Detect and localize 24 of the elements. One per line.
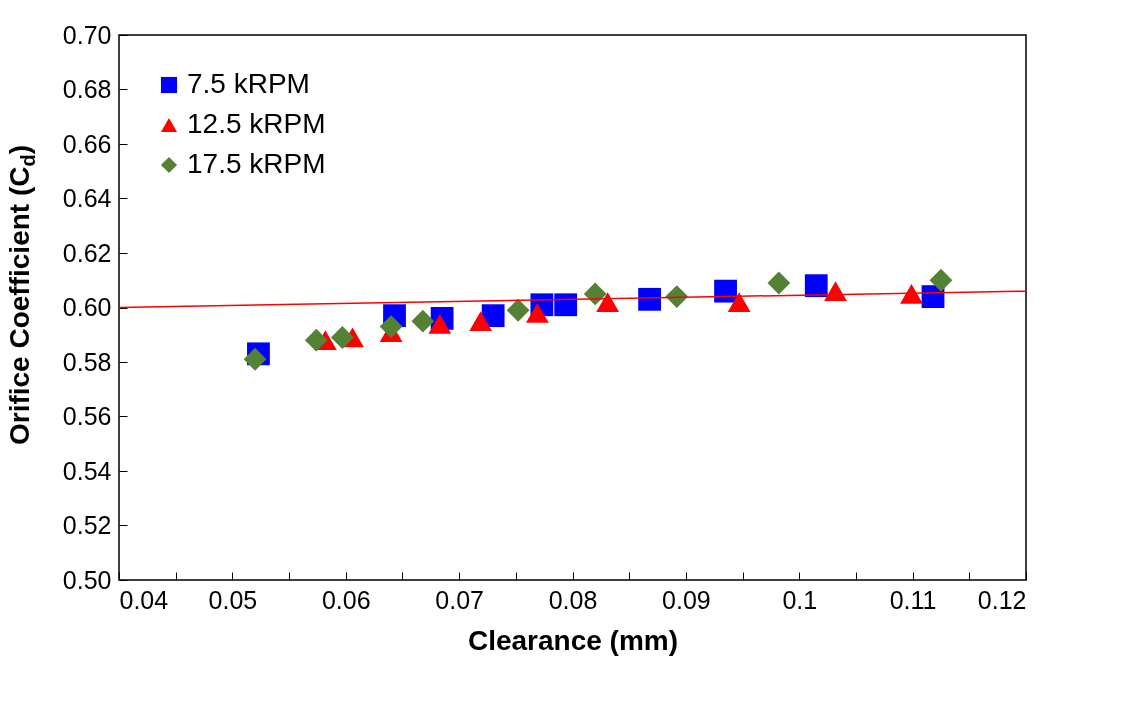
x-tick-label: 0.12 [977, 585, 1027, 614]
y-tick-label: 0.54 [62, 456, 112, 485]
x-tick-label: 0.07 [435, 585, 484, 614]
y-tick-label: 0.66 [62, 129, 112, 158]
x-tick-label: 0.04 [119, 585, 169, 614]
x-tick-label: 0.08 [548, 585, 598, 614]
y-tick-label: 0.58 [62, 347, 112, 376]
legend-label: 17.5 kRPM [187, 148, 326, 179]
x-tick-label: 0.06 [321, 585, 371, 614]
y-tick-label: 0.60 [62, 293, 112, 321]
y-tick-label: 0.68 [62, 75, 112, 103]
legend-label: 7.5 kRPM [187, 68, 310, 99]
y-tick-label: 0.52 [62, 511, 112, 539]
x-tick-label: 0.1 [782, 585, 818, 614]
x-tick-label: 0.05 [208, 585, 258, 614]
y-tick-label: 0.56 [62, 402, 112, 430]
y-tick-label: 0.62 [62, 238, 112, 267]
y-tick-label: 0.70 [62, 20, 112, 49]
y-tick-label: 0.50 [62, 565, 112, 594]
y-tick-label: 0.64 [62, 184, 112, 212]
x-tick-label: 0.09 [662, 585, 711, 614]
x-tick-label: 0.11 [889, 585, 937, 614]
legend-label: 12.5 kRPM [187, 108, 326, 139]
x-axis-title: Clearance (mm) [467, 624, 679, 656]
